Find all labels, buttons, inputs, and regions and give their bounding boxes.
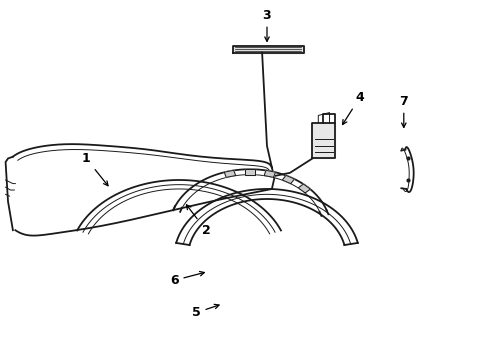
Polygon shape: [233, 45, 304, 53]
Text: 2: 2: [187, 205, 210, 237]
Polygon shape: [298, 184, 310, 193]
Text: 4: 4: [343, 91, 364, 125]
Text: 3: 3: [263, 9, 271, 41]
Text: 1: 1: [82, 152, 108, 186]
Polygon shape: [245, 169, 255, 175]
Text: 5: 5: [192, 304, 219, 319]
Polygon shape: [264, 170, 275, 177]
Text: 7: 7: [399, 95, 408, 127]
Polygon shape: [282, 175, 294, 184]
Text: 6: 6: [170, 271, 204, 287]
Polygon shape: [224, 170, 236, 177]
Polygon shape: [313, 123, 335, 158]
